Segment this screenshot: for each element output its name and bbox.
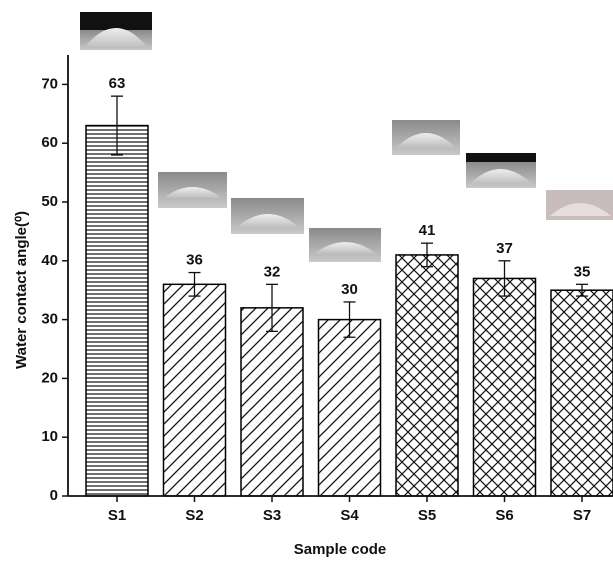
value-label: 36: [186, 252, 203, 269]
y-tick-label: 20: [41, 369, 58, 386]
y-tick-label: 30: [41, 311, 58, 328]
value-label: 35: [574, 263, 591, 280]
droplet-image: [80, 12, 152, 50]
error-bar: [188, 271, 201, 297]
x-tick-label: S1: [108, 507, 126, 524]
error-bar: [421, 242, 433, 268]
error-bar: [343, 301, 356, 338]
x-tick-label: S3: [263, 507, 281, 524]
bar: [395, 254, 459, 497]
value-label: 37: [496, 240, 513, 257]
y-tick-label: 0: [50, 487, 58, 504]
x-tick-label: S4: [340, 507, 359, 524]
droplet-image: [231, 198, 304, 234]
droplet-image: [392, 120, 460, 155]
y-tick-label: 60: [41, 134, 58, 151]
y-tick-label: 40: [41, 252, 58, 269]
bar: [162, 283, 227, 497]
y-tick-label: 10: [41, 428, 58, 445]
droplet-image: [546, 190, 613, 220]
value-label: 32: [264, 263, 281, 280]
error-bar: [111, 95, 123, 156]
bar: [317, 318, 382, 497]
droplet-image: [309, 228, 381, 262]
x-tick-label: S2: [185, 507, 203, 524]
bar: [550, 289, 613, 497]
droplet-image: [466, 153, 536, 188]
y-axis-label: Water contact angle(⁰): [13, 211, 30, 369]
y-tick-label: 50: [41, 193, 58, 210]
value-label: 41: [419, 222, 436, 239]
droplet-image: [158, 172, 227, 208]
droplet-images: [80, 12, 613, 262]
bar: [85, 124, 149, 497]
bar: [472, 277, 537, 497]
value-label: 63: [109, 75, 126, 92]
y-tick-label: 70: [41, 75, 58, 92]
x-axis-label: Sample code: [294, 541, 387, 558]
x-tick-label: S6: [495, 507, 513, 524]
bar: [240, 307, 304, 497]
error-bar: [266, 283, 278, 333]
value-label: 30: [341, 281, 358, 298]
error-bar: [498, 260, 511, 297]
error-bar: [576, 283, 588, 297]
x-tick-label: S7: [573, 507, 591, 524]
x-tick-label: S5: [418, 507, 436, 524]
